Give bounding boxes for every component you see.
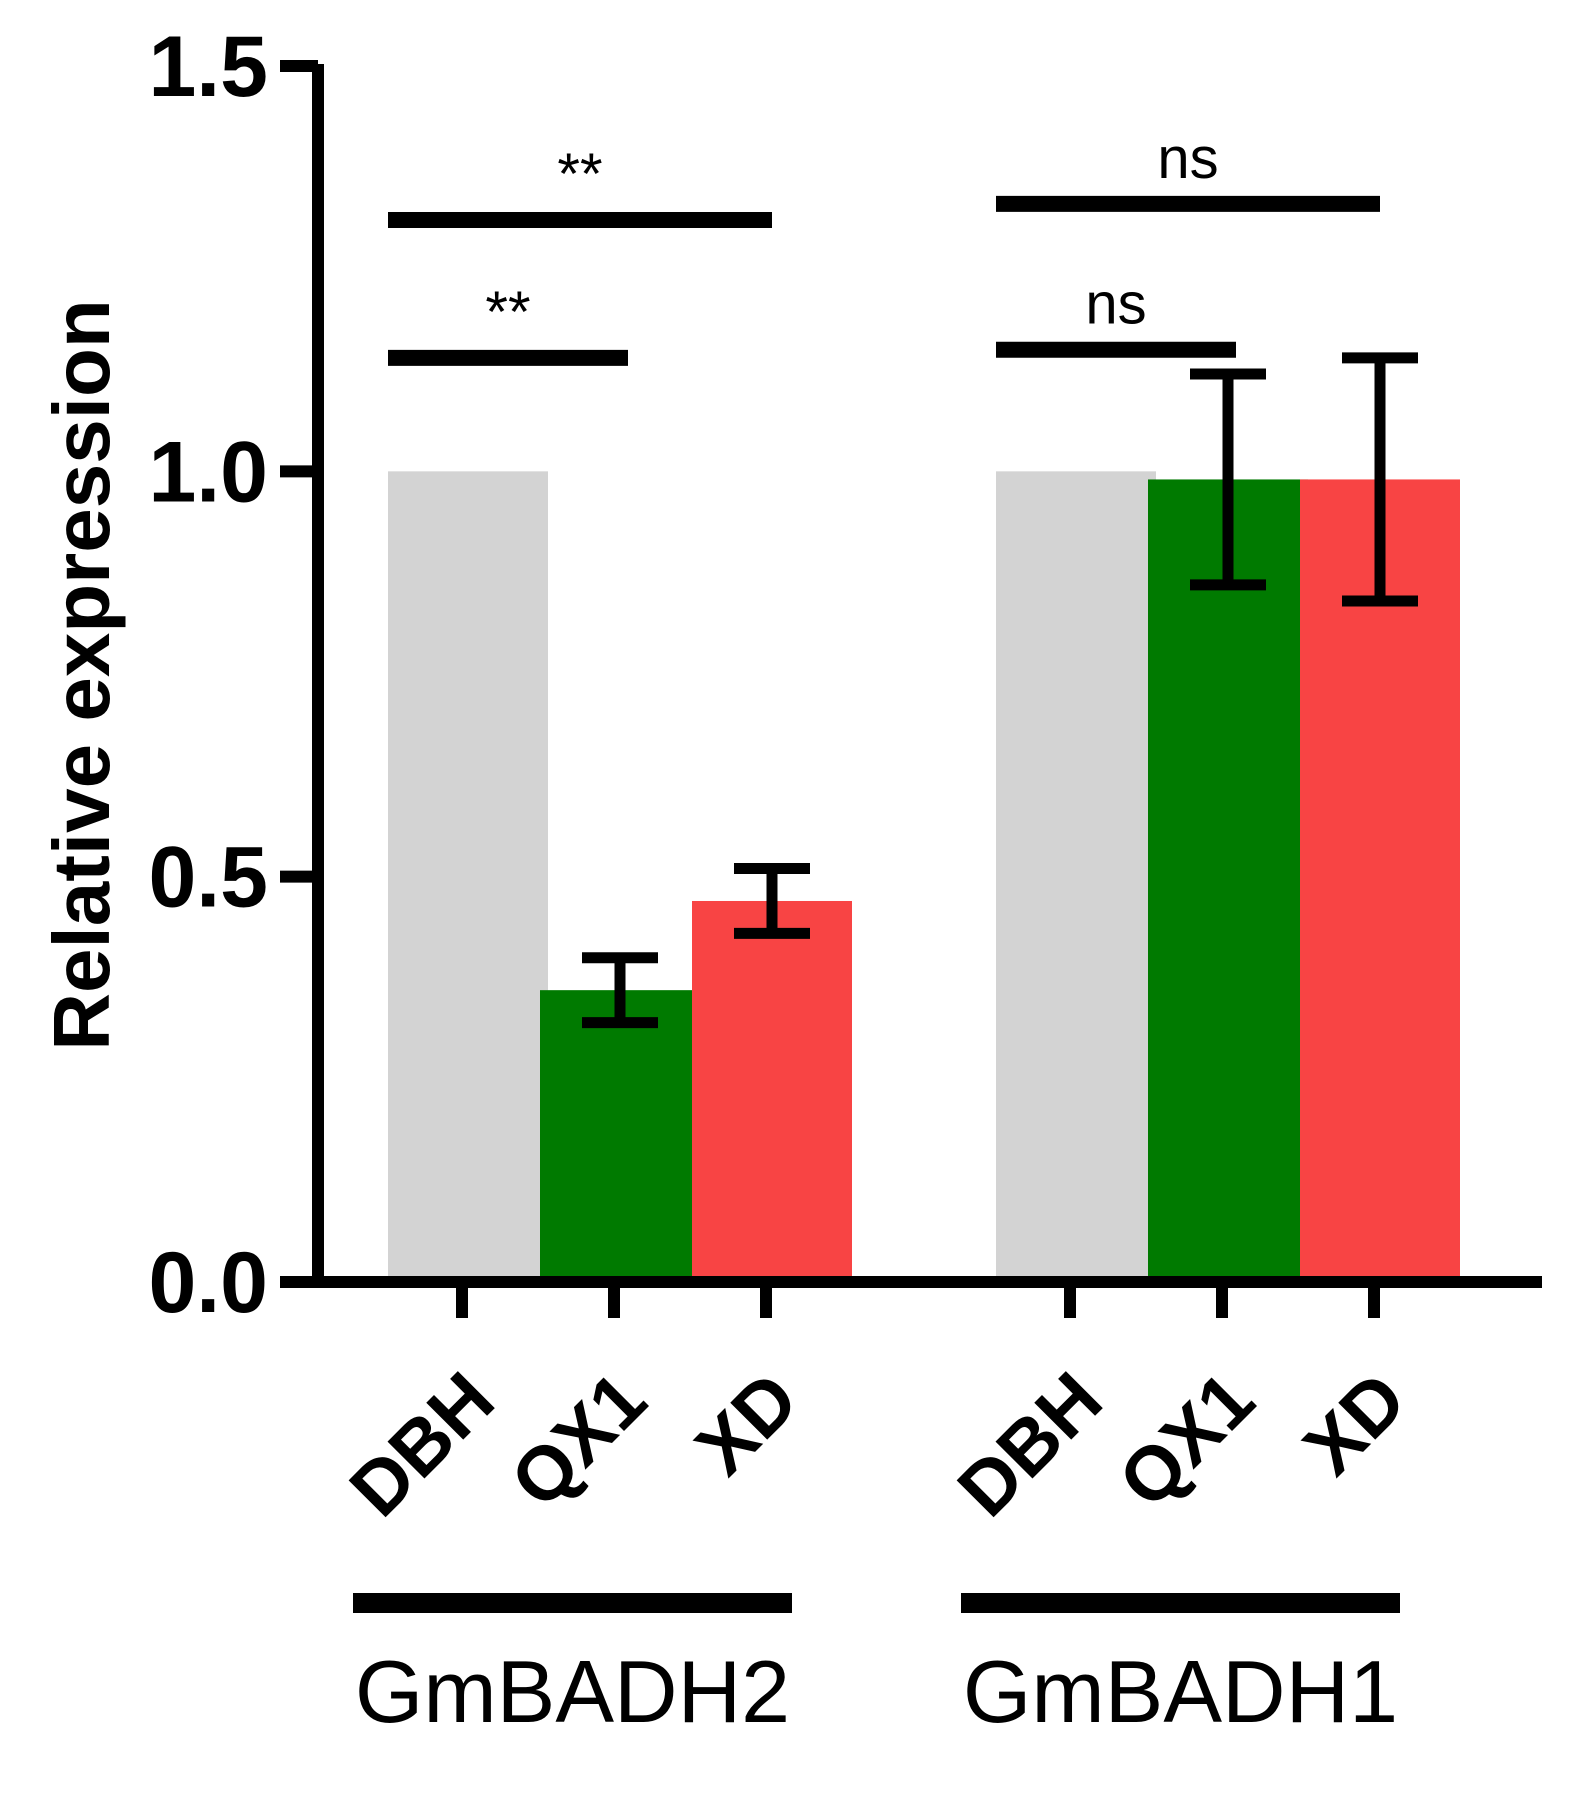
category-label-gmbadh1-qx1: QX1	[1103, 1356, 1271, 1524]
significance-label: **	[485, 280, 530, 345]
y-axis-title: Relative expression	[37, 299, 126, 1050]
bar-gmbadh1-qx1	[1148, 479, 1308, 1282]
group-label-gmbadh2: GmBADH2	[355, 1642, 790, 1741]
bar-gmbadh1-xd	[1300, 479, 1460, 1282]
error-bars-layer	[582, 352, 1418, 1029]
y-tick-label: 0.0	[148, 1235, 268, 1331]
bar-gmbadh2-dbh	[388, 471, 548, 1282]
category-label-gmbadh2-qx1: QX1	[495, 1356, 663, 1524]
axes-layer	[280, 60, 1542, 1318]
bar-gmbadh1-dbh	[996, 471, 1156, 1282]
bar-gmbadh2-qx1	[540, 990, 700, 1282]
y-tick-label: 1.0	[148, 424, 268, 520]
y-tick-label: 0.5	[148, 830, 268, 926]
significance-label: ns	[1157, 126, 1218, 191]
significance-label: ns	[1085, 272, 1146, 337]
bars-layer	[388, 471, 1460, 1282]
category-label-gmbadh1-dbh: DBH	[942, 1356, 1119, 1533]
significance-label: **	[557, 142, 602, 207]
category-label-gmbadh1-xd: XD	[1288, 1356, 1423, 1491]
y-tick-label: 1.5	[148, 19, 268, 115]
category-label-gmbadh2-dbh: DBH	[334, 1356, 511, 1533]
bar-gmbadh2-xd	[692, 900, 852, 1282]
group-label-gmbadh1: GmBADH1	[963, 1642, 1398, 1741]
category-label-gmbadh2-xd: XD	[680, 1356, 815, 1491]
